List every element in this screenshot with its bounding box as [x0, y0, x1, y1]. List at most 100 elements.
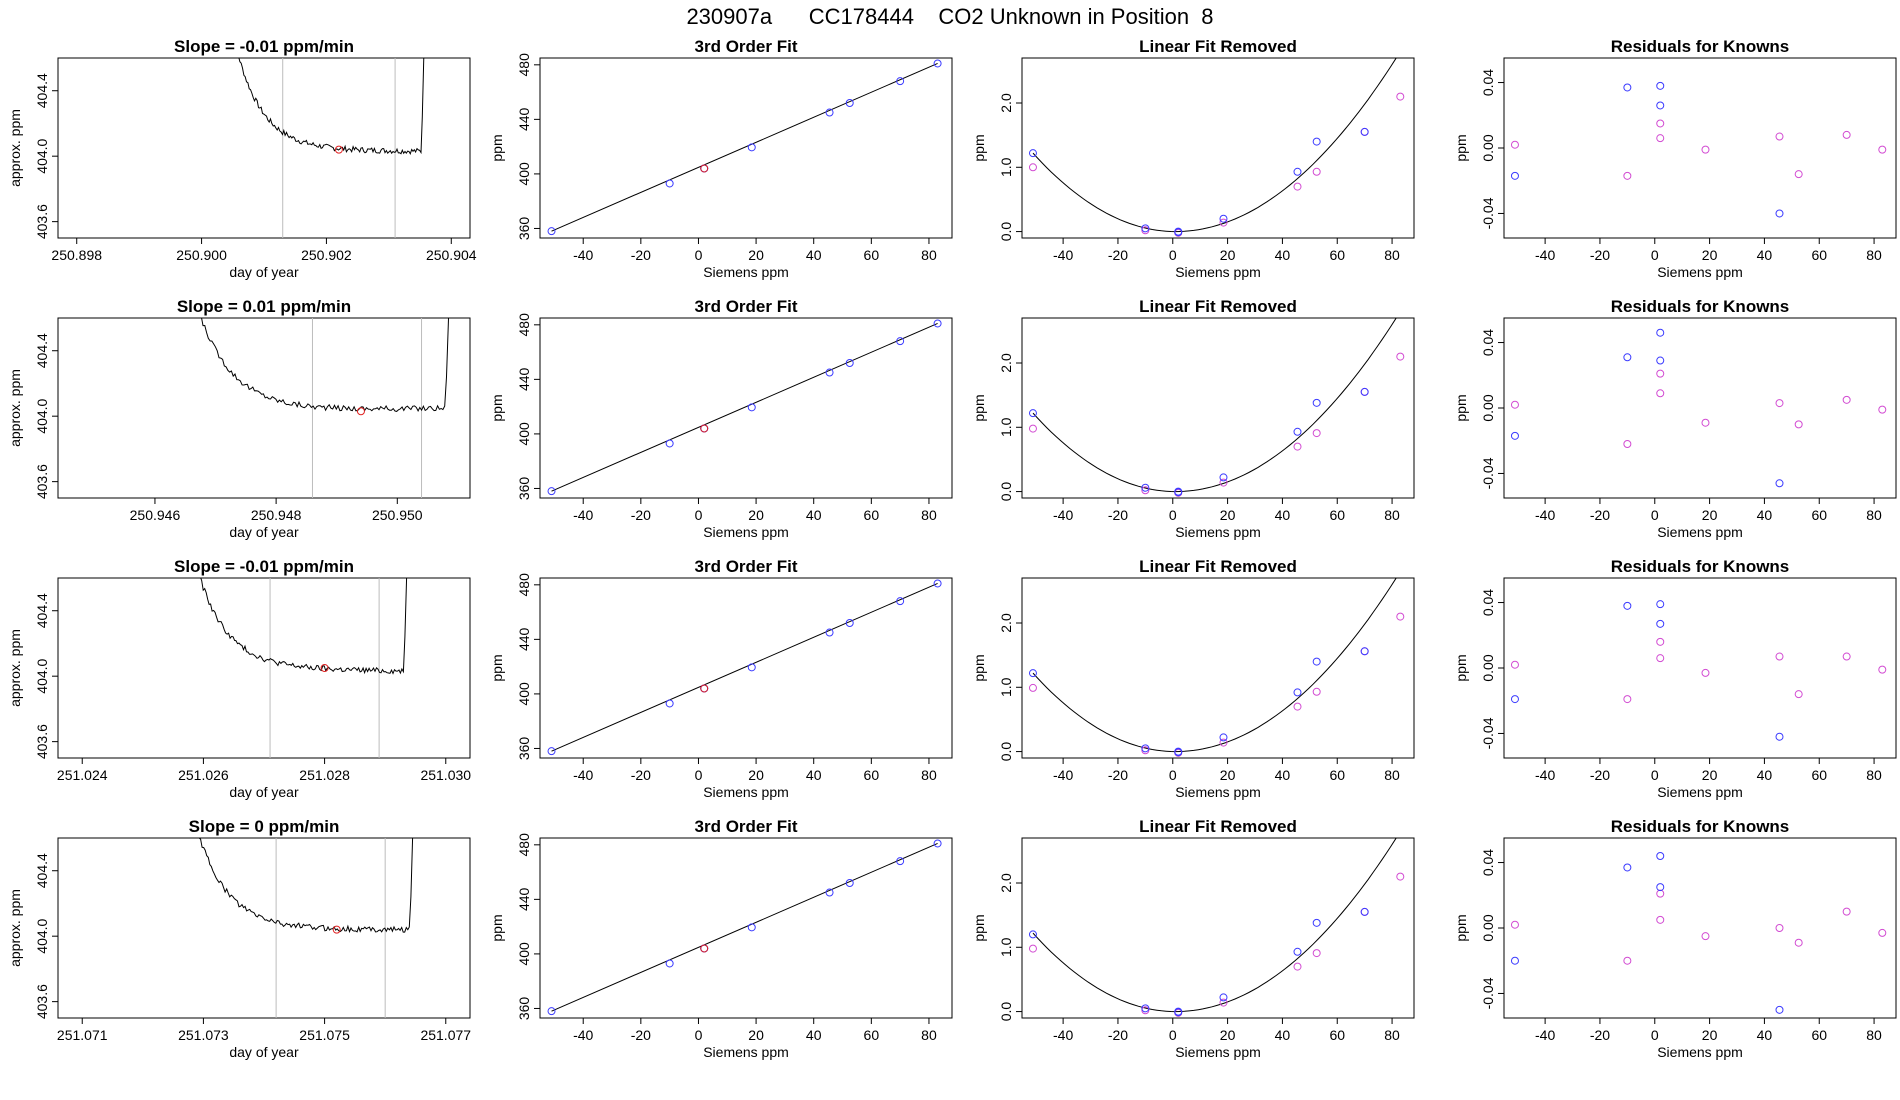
y-tick-label: 480 — [516, 573, 532, 597]
y-axis: 0.0 1.0 2.0 — [998, 353, 1022, 501]
y-tick-label: 400 — [516, 162, 532, 186]
x-tick-label: 80 — [921, 1027, 937, 1043]
x-axis: -40 -20 0 20 40 60 80 — [1053, 238, 1400, 263]
known-point — [933, 579, 942, 588]
x-tick-label: 40 — [1275, 767, 1291, 783]
x-tick-label: -40 — [573, 507, 593, 523]
magenta-residual-point — [1842, 907, 1851, 916]
x-tick-label: 40 — [1275, 507, 1291, 523]
blue-point — [1360, 907, 1369, 916]
y-tick-label: 360 — [516, 217, 532, 241]
quadratic-curve — [1032, 578, 1397, 753]
magenta-residual-point — [1510, 660, 1519, 669]
blue-point — [1293, 167, 1302, 176]
y-tick-label: 1.0 — [998, 937, 1014, 957]
panel-r0-c2: Linear Fit Removed -40 -20 0 20 40 60 80 Siemens… — [971, 37, 1415, 280]
x-tick-label: 80 — [1866, 767, 1882, 783]
blue-point — [1360, 127, 1369, 136]
x-tick-label: 250.900 — [176, 247, 227, 263]
x-tick-label: 250.950 — [372, 507, 423, 523]
blue-point — [1141, 1004, 1150, 1013]
plot-frame — [1503, 57, 1897, 239]
plot-frame — [1021, 837, 1415, 1019]
x-axis-label: day of year — [229, 264, 299, 280]
magenta-point — [1396, 92, 1405, 101]
y-tick-label: -0.04 — [1480, 197, 1496, 229]
panel-title: Linear Fit Removed — [1139, 557, 1297, 576]
panel-title: Linear Fit Removed — [1139, 297, 1297, 316]
y-axis: 0.0 1.0 2.0 — [998, 93, 1022, 241]
y-tick-label: 360 — [516, 477, 532, 501]
panel-title: 3rd Order Fit — [695, 817, 798, 836]
plot-area — [1510, 600, 1887, 741]
blue-point — [1141, 483, 1150, 492]
plot-area — [1028, 838, 1405, 1017]
blue-point — [1360, 647, 1369, 656]
quadratic-curve — [1032, 838, 1397, 1013]
y-axis-label: approx. ppm — [7, 629, 23, 707]
magenta-residual-point — [1842, 652, 1851, 661]
blue-residual-point — [1510, 956, 1519, 965]
y-tick-label: 403.6 — [34, 984, 50, 1019]
x-tick-label: 80 — [921, 767, 937, 783]
known-point — [547, 1007, 556, 1016]
known-point — [825, 628, 834, 637]
x-tick-label: 80 — [1384, 767, 1400, 783]
plot-frame — [1021, 577, 1415, 759]
blue-point — [1028, 669, 1037, 678]
magenta-residual-point — [1510, 920, 1519, 929]
plot-frame — [1021, 317, 1415, 499]
unknown-point — [700, 424, 709, 433]
panel-title: 3rd Order Fit — [695, 297, 798, 316]
x-tick-label: 0 — [1169, 767, 1177, 783]
blue-residual-point — [1656, 600, 1665, 609]
y-tick-label: 0.00 — [1480, 654, 1496, 681]
magenta-point — [1396, 612, 1405, 621]
known-point — [845, 879, 854, 887]
panel-r0-c1: 3rd Order Fit -40 -20 0 20 40 60 80 Siemens ppm 3… — [489, 37, 953, 280]
x-tick-label: 0 — [695, 507, 703, 523]
unknown-point — [700, 944, 709, 953]
blue-residual-point — [1510, 695, 1519, 704]
x-tick-label: -20 — [631, 247, 651, 263]
x-tick-label: -40 — [573, 1027, 593, 1043]
x-axis: -40 -20 0 20 40 60 80 — [1535, 498, 1882, 523]
x-tick-label: 60 — [864, 247, 880, 263]
blue-point — [1312, 398, 1321, 407]
blue-point — [1141, 744, 1150, 753]
mean-marker — [332, 925, 341, 934]
x-tick-label: 0 — [1169, 1027, 1177, 1043]
fit-line — [551, 322, 938, 492]
magenta-residual-point — [1701, 418, 1710, 427]
y-tick-label: 403.6 — [34, 464, 50, 499]
x-tick-label: 0 — [1651, 247, 1659, 263]
x-axis-label: Siemens ppm — [703, 264, 789, 280]
magenta-residual-point — [1775, 924, 1784, 932]
y-tick-label: 2.0 — [998, 613, 1014, 633]
known-point — [933, 839, 942, 848]
magenta-point — [1219, 998, 1228, 1007]
x-axis-label: Siemens ppm — [1175, 264, 1261, 280]
x-tick-label: -40 — [1535, 767, 1555, 783]
y-tick-label: 1.0 — [998, 157, 1014, 177]
x-axis-label: Siemens ppm — [703, 524, 789, 540]
magenta-residual-point — [1794, 690, 1803, 699]
x-tick-label: 60 — [1329, 507, 1345, 523]
y-tick-label: 400 — [516, 422, 532, 446]
figure-title: 230907a CC178444 CO2 Unknown in Position… — [686, 4, 1214, 29]
panel-title: Slope = -0.01 ppm/min — [174, 557, 354, 576]
plot-frame — [539, 57, 953, 239]
blue-residual-point — [1510, 171, 1519, 180]
panel-title: Slope = 0.01 ppm/min — [177, 297, 351, 316]
x-tick-label: 0 — [1169, 247, 1177, 263]
panel-r0-c3: Residuals for Knowns -40 -20 0 20 40 60 80 Sieme… — [1453, 37, 1897, 280]
y-axis: -0.04 0.00 0.04 — [1480, 589, 1504, 749]
x-tick-label: 60 — [864, 767, 880, 783]
x-tick-label: 20 — [1220, 247, 1236, 263]
known-point — [896, 337, 905, 346]
x-axis-label: Siemens ppm — [703, 784, 789, 800]
quadratic-curve — [1032, 58, 1397, 233]
y-tick-label: 403.6 — [34, 724, 50, 759]
x-tick-label: 20 — [748, 767, 764, 783]
blue-point — [1174, 1008, 1183, 1017]
